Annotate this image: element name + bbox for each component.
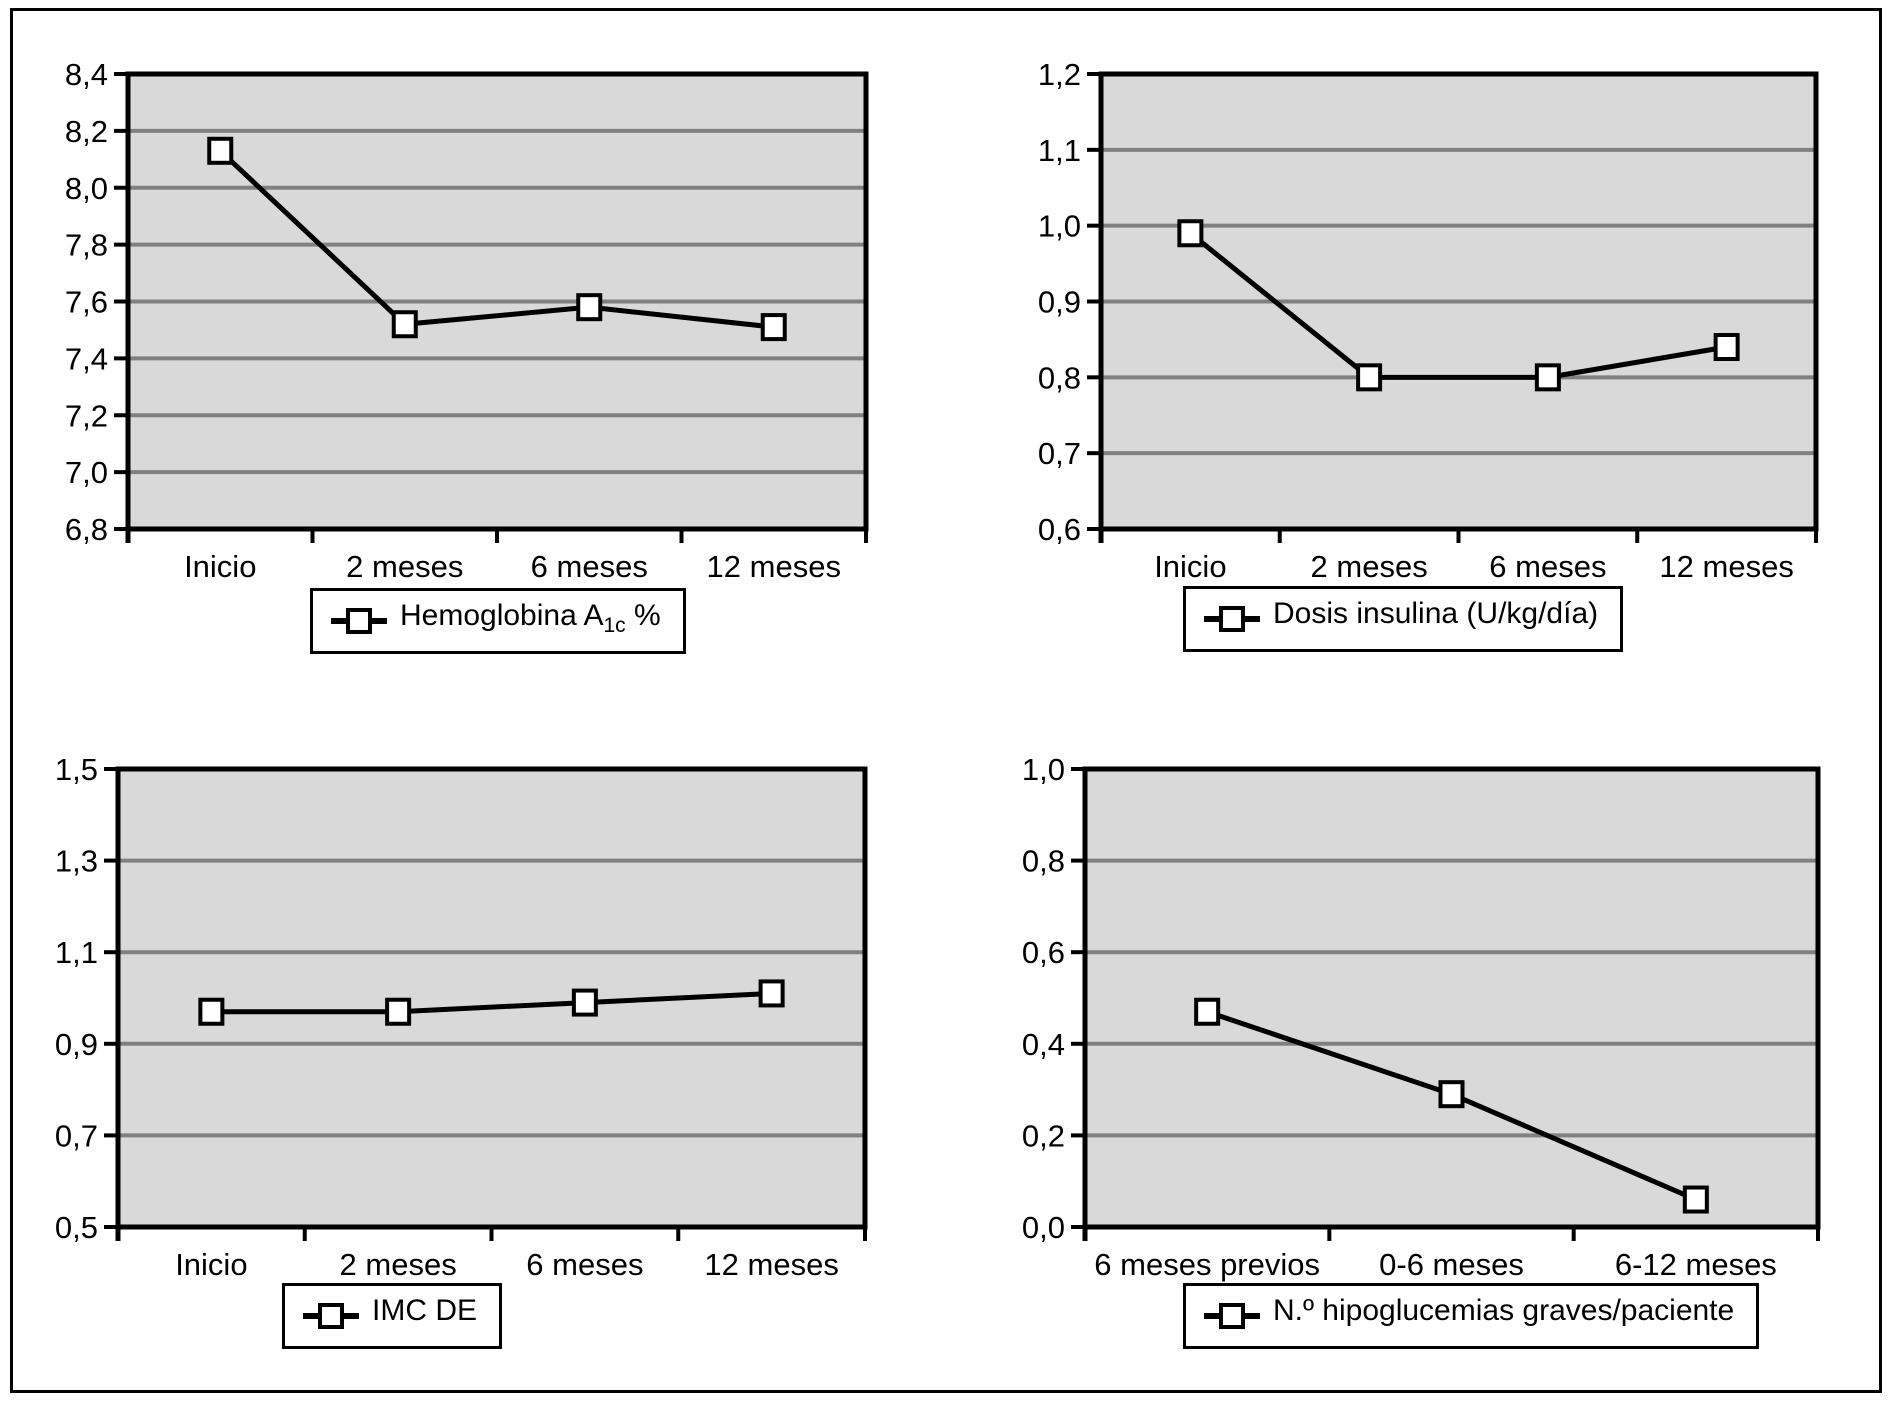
y-tick-label: 7,4 xyxy=(65,341,108,376)
chart-hba1c: 6,8 7,0 7,2 7,4 7,6 7,8 8,0 8,2 8,4 Inicio 2 meses… xyxy=(43,41,873,621)
legend-square-marker-icon xyxy=(318,1303,344,1329)
plot-svg: 6,8 7,0 7,2 7,4 7,6 7,8 8,0 8,2 8,4 Inicio 2 meses… xyxy=(65,57,869,584)
data-point-marker xyxy=(758,979,785,1008)
y-tick-label: 7,8 xyxy=(65,228,108,263)
y-tick-label: 1,0 xyxy=(1038,209,1081,244)
data-point-marker xyxy=(760,313,787,342)
chart-insulin-dose: 0,6 0,7 0,8 0,9 1,0 1,1 1,2 Inicio 2 meses 6 mese… xyxy=(1013,41,1843,621)
data-point-marker xyxy=(1177,219,1204,248)
y-tick-label: 8,2 xyxy=(65,114,108,149)
legend-square-marker-icon xyxy=(346,608,372,634)
plot-area xyxy=(118,769,865,1227)
legend-hypoglycemia: N.º hipoglucemias graves/paciente xyxy=(1183,1283,1760,1349)
x-category-label: 12 meses xyxy=(707,549,841,584)
legend-label: Hemoglobina A1c % xyxy=(400,599,661,643)
plot-svg: 0,6 0,7 0,8 0,9 1,0 1,1 1,2 Inicio 2 meses 6 mese… xyxy=(1038,57,1819,584)
data-point-marker xyxy=(207,136,234,165)
data-point-marker xyxy=(1356,363,1383,392)
data-point-marker xyxy=(1534,363,1561,392)
x-category-label: Inicio xyxy=(175,1247,247,1282)
data-line xyxy=(218,148,775,330)
y-tick-label: 1,5 xyxy=(55,752,98,787)
y-tick-label: 1,0 xyxy=(1022,752,1065,787)
x-category-label: 6 meses xyxy=(1489,549,1606,584)
y-tick-label: 8,4 xyxy=(65,57,108,92)
data-point-marker xyxy=(1194,997,1221,1026)
legend-label-main: IMC DE xyxy=(372,1294,477,1327)
y-tick-label: 0,9 xyxy=(55,1027,98,1062)
plot-svg: 0,0 0,2 0,4 0,6 0,8 1,0 6 meses previos 0-6 mes… xyxy=(1022,752,1821,1282)
x-category-label: 2 meses xyxy=(346,549,463,584)
legend-label: IMC DE xyxy=(372,1294,477,1338)
legend-marker-icon xyxy=(1204,1301,1260,1331)
legend-imc-de: IMC DE xyxy=(282,1283,502,1349)
y-tick-label: 0,4 xyxy=(1022,1027,1065,1062)
y-tick-label: 8,0 xyxy=(65,171,108,206)
x-category-label: 6 meses xyxy=(526,1247,643,1282)
x-category-label: 6 meses previos xyxy=(1094,1247,1320,1282)
y-tick-label: 0,7 xyxy=(1038,436,1081,471)
data-line xyxy=(1188,231,1728,380)
data-line xyxy=(211,990,772,1015)
legend-label-main: Hemoglobina A xyxy=(400,599,604,632)
y-tick-label: 1,1 xyxy=(55,935,98,970)
figure-border-frame: 6,8 7,0 7,2 7,4 7,6 7,8 8,0 8,2 8,4 Inicio 2 meses… xyxy=(10,8,1882,1393)
data-point-marker xyxy=(1438,1080,1465,1109)
y-tick-label: 0,2 xyxy=(1022,1118,1065,1153)
x-category-label: 2 meses xyxy=(340,1247,457,1282)
data-point-marker xyxy=(385,997,412,1026)
y-tick-label: 1,2 xyxy=(1038,57,1081,92)
y-tick-label: 7,2 xyxy=(65,398,108,433)
x-category-label: 12 meses xyxy=(704,1247,838,1282)
y-tick-label: 0,6 xyxy=(1038,512,1081,547)
x-category-label: 12 meses xyxy=(1659,549,1793,584)
x-category-label: Inicio xyxy=(1154,549,1226,584)
y-tick-label: 0,8 xyxy=(1038,360,1081,395)
legend-label-suffix: % xyxy=(625,599,661,632)
x-category-label: 0-6 meses xyxy=(1379,1247,1524,1282)
x-category-label: 2 meses xyxy=(1311,549,1428,584)
x-category-label: 6 meses xyxy=(531,549,648,584)
legend-label-main: Dosis insulina (U/kg/día) xyxy=(1273,597,1599,630)
plot-svg: 0,5 0,7 0,9 1,1 1,3 1,5 Inicio 2 meses 6 meses 12… xyxy=(55,752,868,1282)
legend-insulin-dose: Dosis insulina (U/kg/día) xyxy=(1183,586,1624,652)
y-tick-label: 7,6 xyxy=(65,285,108,320)
plot-border xyxy=(1082,766,1821,1230)
x-category-label: Inicio xyxy=(184,549,256,584)
y-tick-label: 6,8 xyxy=(65,512,108,547)
y-tick-label: 0,7 xyxy=(55,1118,98,1153)
data-point-marker xyxy=(391,310,418,339)
y-tick-label: 0,0 xyxy=(1022,1210,1065,1245)
y-tick-label: 1,1 xyxy=(1038,133,1081,168)
y-tick-label: 7,0 xyxy=(65,455,108,490)
data-point-marker xyxy=(198,997,225,1026)
data-point-marker xyxy=(571,988,598,1017)
legend-square-marker-icon xyxy=(1219,606,1245,632)
data-point-marker xyxy=(576,293,603,322)
legend-marker-icon xyxy=(303,1301,359,1331)
legend-marker-icon xyxy=(1204,604,1260,634)
chart-imc-de: 0,5 0,7 0,9 1,1 1,3 1,5 Inicio 2 meses 6 meses 12… xyxy=(33,736,873,1316)
y-tick-label: 1,3 xyxy=(55,844,98,879)
y-tick-label: 0,8 xyxy=(1022,844,1065,879)
y-tick-label: 0,9 xyxy=(1038,285,1081,320)
legend-square-marker-icon xyxy=(1219,1303,1245,1329)
legend-marker-icon xyxy=(331,606,387,636)
data-point-marker xyxy=(1713,333,1740,361)
chart-hypoglycemia: 0,0 0,2 0,4 0,6 0,8 1,0 6 meses previos 0-6 mes… xyxy=(998,736,1838,1316)
legend-label-sub: 1c xyxy=(603,614,626,637)
x-category-label: 6-12 meses xyxy=(1615,1247,1777,1282)
legend-label: N.º hipoglucemias graves/paciente xyxy=(1273,1294,1734,1338)
y-tick-label: 0,6 xyxy=(1022,935,1065,970)
legend-hba1c: Hemoglobina A1c % xyxy=(310,588,686,654)
y-tick-label: 0,5 xyxy=(55,1210,98,1245)
legend-label-main: N.º hipoglucemias graves/paciente xyxy=(1273,1294,1735,1327)
legend-label: Dosis insulina (U/kg/día) xyxy=(1273,597,1598,641)
data-point-marker xyxy=(1682,1185,1709,1214)
